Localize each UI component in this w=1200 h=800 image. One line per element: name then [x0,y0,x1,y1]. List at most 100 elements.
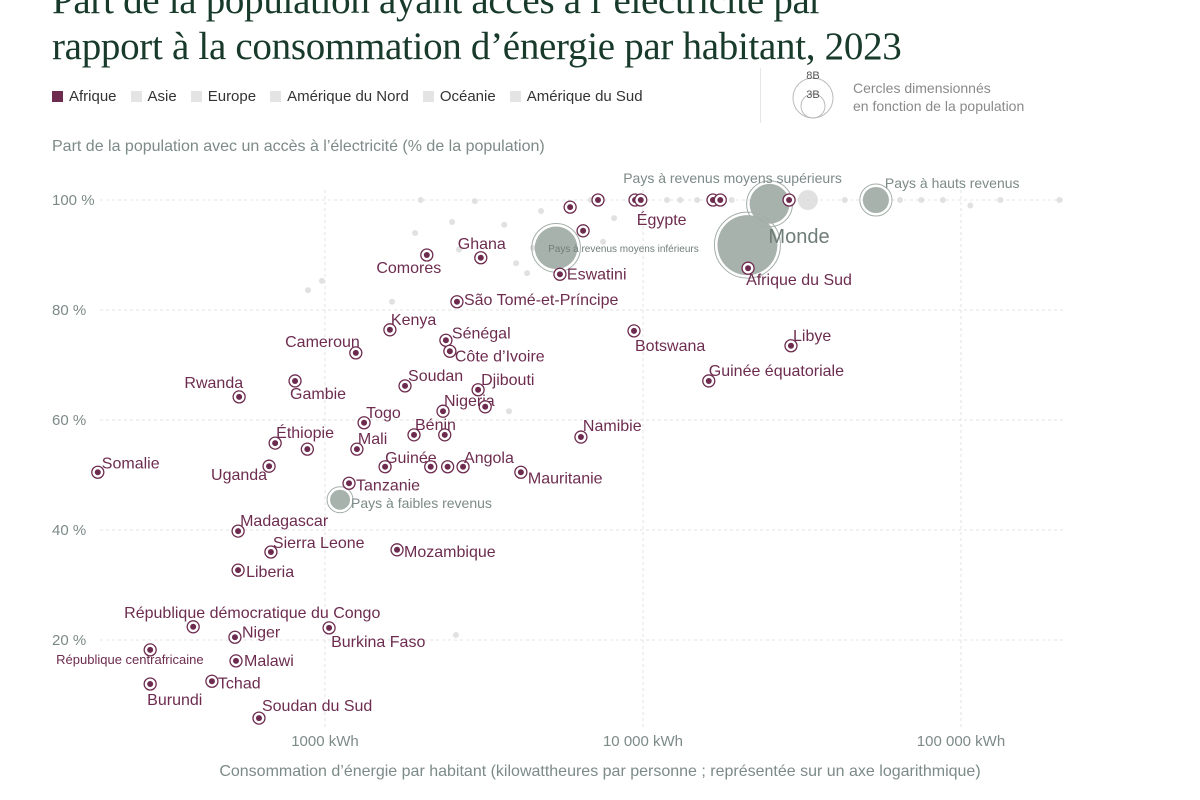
africa-point [235,528,242,535]
legend-swatch [190,91,202,102]
africa-country-label: Guinée [385,450,437,467]
africa-point [346,480,353,487]
size-key-small-label: 3B [806,89,819,101]
africa-country-label: Sénégal [452,325,511,342]
africa-country-label: São Tomé-et-Príncipe [464,292,619,309]
legend-label: Europe [207,88,257,105]
legend-swatch [422,91,434,102]
aggregate-label: Pays à faibles revenus [351,495,492,511]
africa-country-label: Tchad [218,675,261,692]
other-country-point [728,197,735,203]
africa-point [208,678,215,685]
africa-country-label: Djibouti [481,372,534,389]
africa-country-label: Somalie [102,455,160,472]
africa-country-label: Gambie [290,386,346,403]
x-axis-title: Consommation d’énergie par habitant (kil… [0,763,1200,781]
other-country-point [677,197,684,203]
other-country-point [452,632,459,639]
africa-country-label: Mauritanie [528,470,603,487]
africa-country-label: Ghana [458,236,506,253]
other-country-point [506,408,513,415]
africa-point [190,623,197,630]
legend-item-oceania[interactable]: Océanie [422,88,496,105]
africa-point [631,327,638,334]
africa-point [439,408,446,415]
africa-point [147,681,154,687]
africa-point [580,227,587,234]
other-country-point [449,219,456,225]
africa-point [255,715,262,722]
africa-country-label: Éthiopie [276,423,334,442]
africa-country-label: Libye [793,328,831,345]
africa-country-label: Burkina Faso [331,634,425,651]
legend-item-south-america[interactable]: Amérique du Sud [509,88,643,105]
other-country-point [389,298,396,305]
other-country-point [939,197,946,203]
africa-point [444,463,451,470]
africa-country-label: Liberia [246,564,294,581]
africa-point [442,337,449,344]
size-key-large-label: 8B [806,70,819,82]
other-country-point [456,246,463,253]
legend-label: Amérique du Sud [526,88,643,105]
aggregate-label: Monde [768,226,829,248]
other-country-point [318,277,325,284]
aggregate-point [330,489,351,510]
africa-country-label: Tanzanie [356,477,420,494]
y-axis-title: Part de la population avec un accès à l’… [52,138,545,155]
x-tick-label: 1000 kWh [291,733,359,750]
africa-point [236,393,243,400]
africa-point [567,204,574,211]
legend-swatch [130,91,142,102]
y-tick-label: 40 % [52,522,86,539]
aggregate-ring [326,486,354,514]
africa-point [94,469,101,476]
other-country-point [1056,197,1063,203]
size-key-note: Cercles dimensionnés en fonction de la p… [853,79,1024,115]
size-note-line2: en fonction de la population [853,98,1025,114]
africa-point [787,342,794,349]
africa-country-label: Uganda [211,467,267,484]
africa-country-label: Burundi [147,692,202,709]
legend-item-europe[interactable]: Europe [190,88,257,105]
other-country-point [417,197,424,203]
africa-point [786,197,793,203]
chart-title-line1: Part de la population ayant accès à l’él… [52,0,823,22]
other-country-point [897,197,904,203]
x-tick-label: 10 000 kWh [603,733,683,750]
africa-country-label: Sierra Leone [273,535,365,552]
africa-country-label: Cameroun [285,334,360,351]
africa-point [231,634,238,641]
africa-country-label: Mali [358,431,387,448]
africa-point [361,419,368,426]
other-country-point [694,197,701,203]
africa-point [556,271,563,278]
aggregate-point [749,183,790,224]
africa-country-label: Égypte [637,210,687,229]
africa-country-label: Guinée équatoriale [709,363,844,380]
other-country-point [797,190,818,210]
legend-item-north-america[interactable]: Amérique du Nord [270,88,409,105]
africa-country-label: Rwanda [184,375,243,392]
africa-country-label: Namibie [583,418,642,435]
aggregate-point [862,186,889,214]
aggregate-point [717,215,778,276]
legend-item-africa[interactable]: Afrique [52,88,117,105]
africa-point [637,197,644,203]
size-note-line1: Cercles dimensionnés [853,80,991,96]
aggregate-ring [859,183,893,217]
other-country-point [471,198,478,205]
africa-point [517,469,524,476]
other-country-point [501,221,508,228]
africa-point [705,377,712,384]
x-tick-label: 100 000 kWh [917,733,1005,750]
other-country-point [918,197,925,203]
legend: Afrique Asie Europe Amérique du Nord Océ… [52,88,657,105]
legend-item-asia[interactable]: Asie [130,88,177,105]
africa-country-label: Madagascar [240,513,329,530]
other-country-point [538,208,545,214]
legend-label: Océanie [439,88,496,105]
africa-point [423,252,430,258]
other-country-point [841,197,848,203]
